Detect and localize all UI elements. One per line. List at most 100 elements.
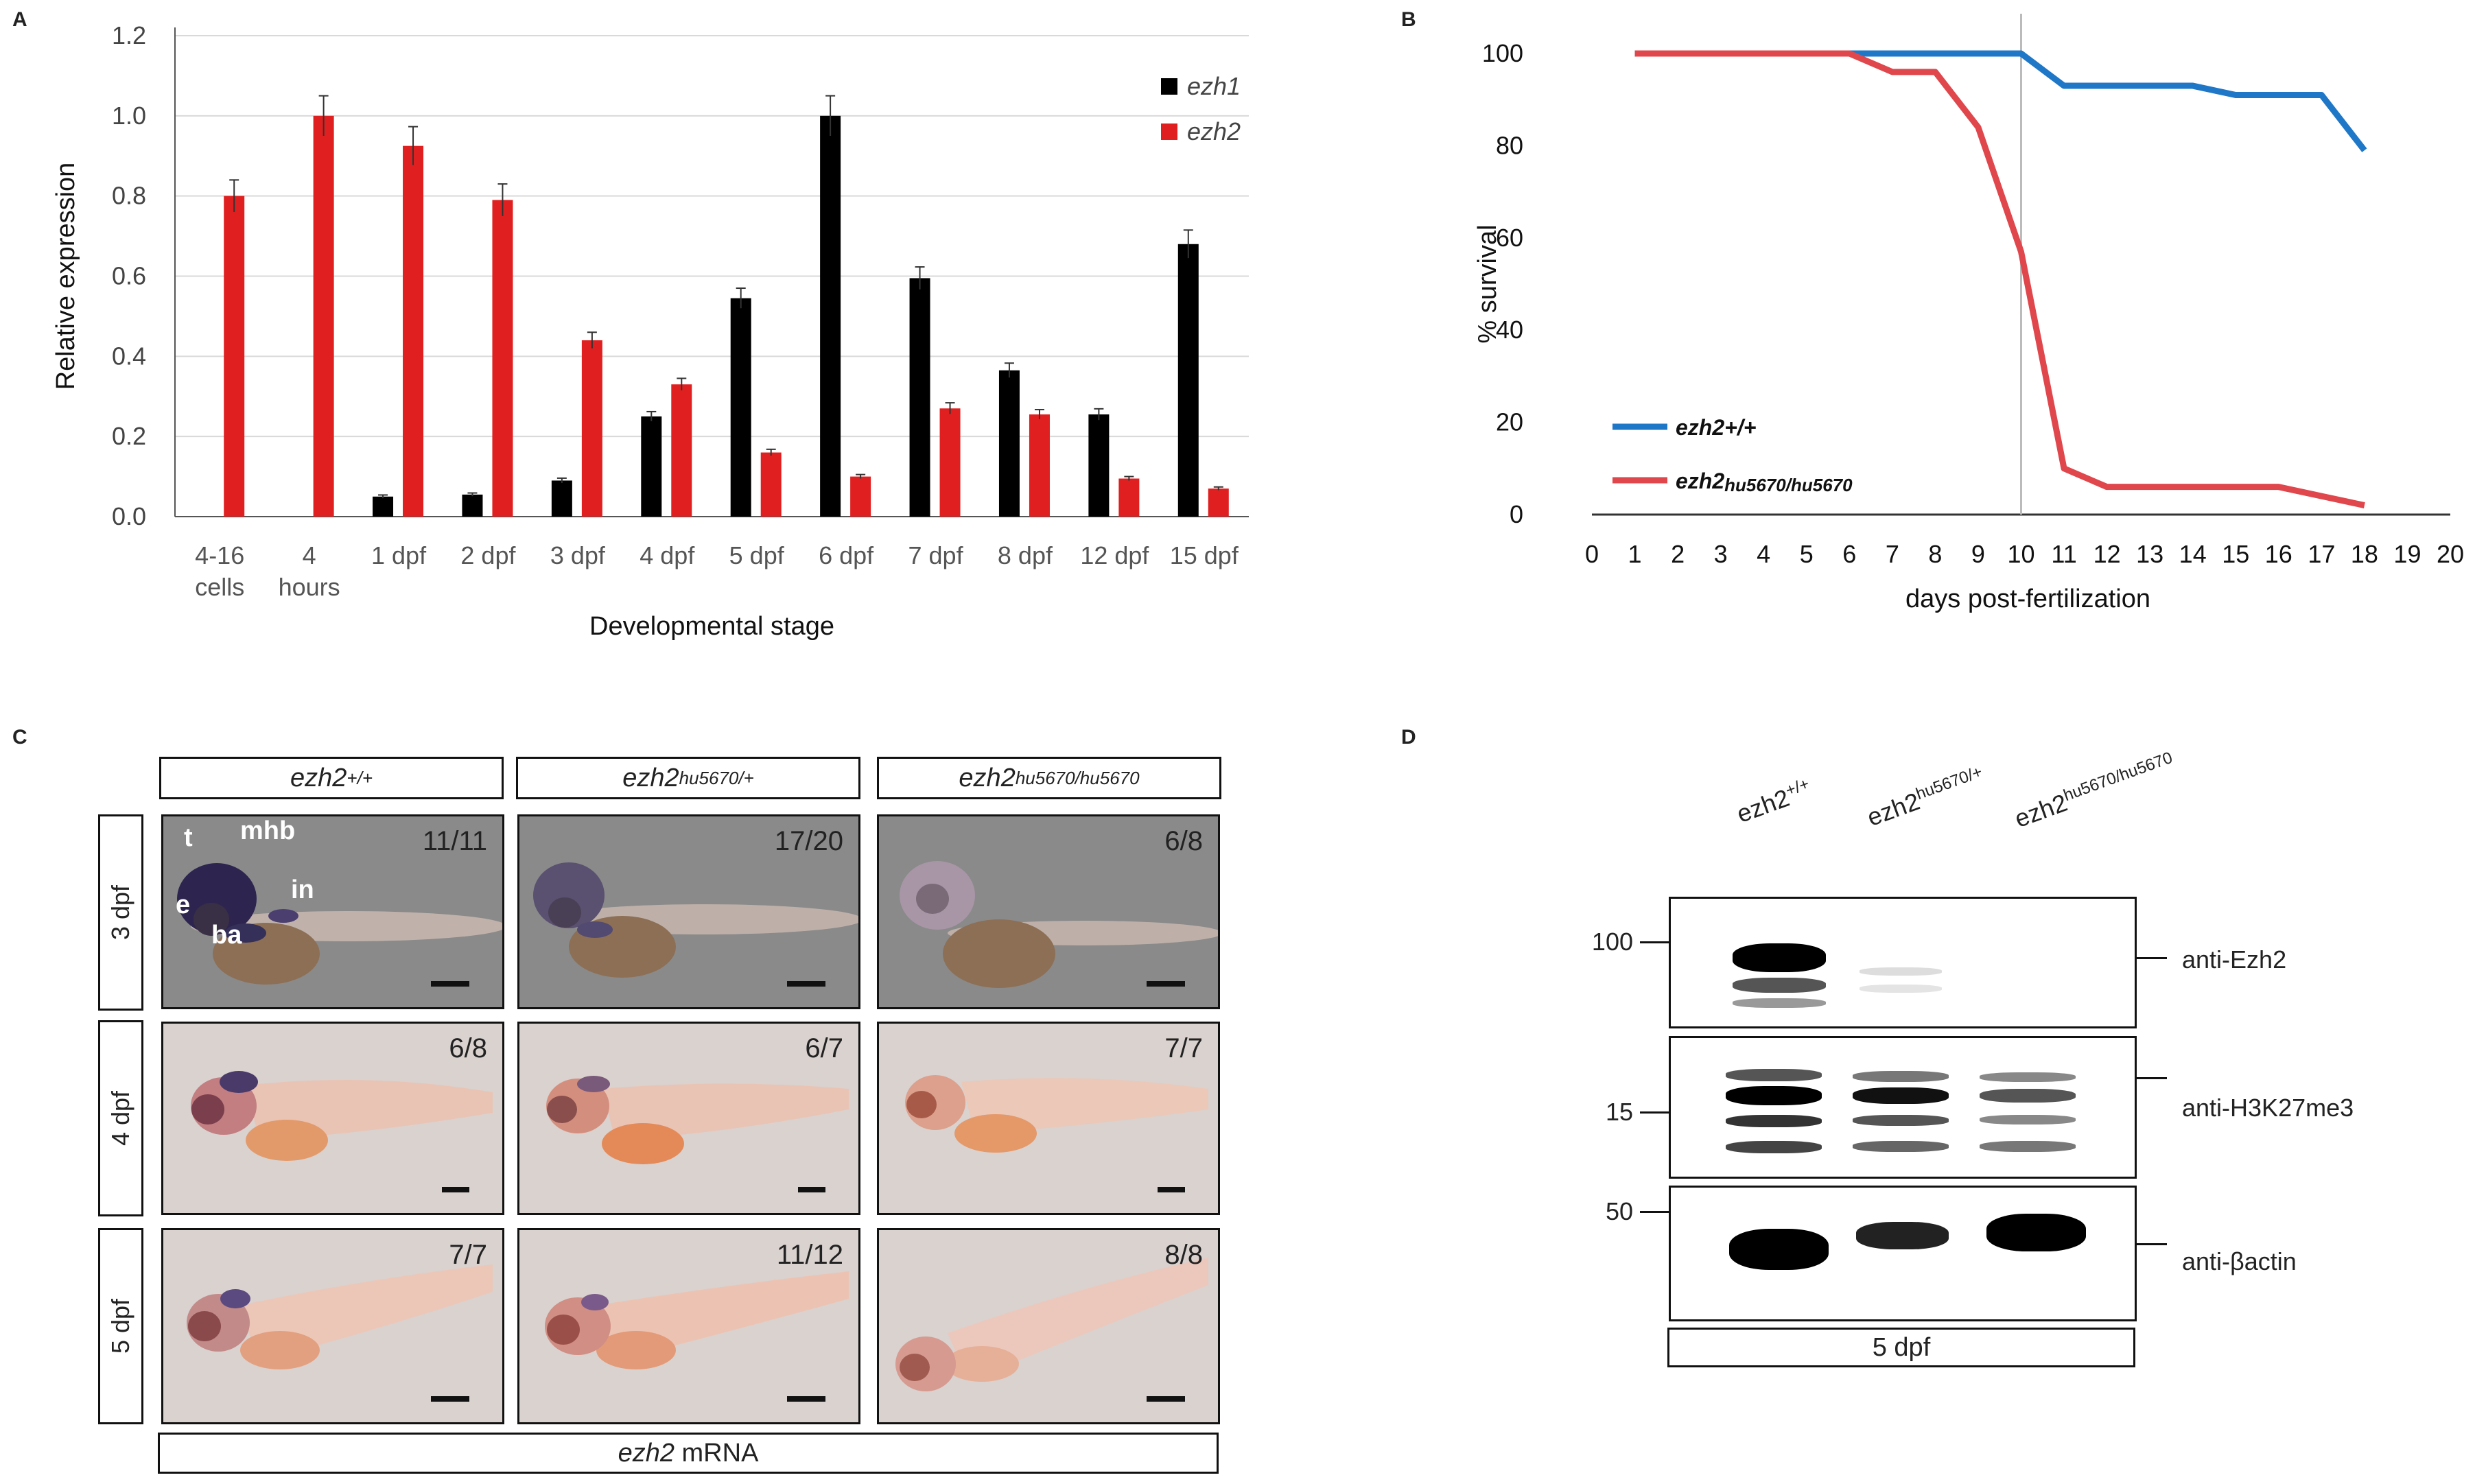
larva-drawing	[546, 1076, 849, 1164]
x-tick-label: 8 dpf	[998, 541, 1053, 569]
scale-bar	[787, 981, 825, 987]
column-header-mut-gene: ezh2	[959, 763, 1016, 792]
bar-ezh2	[760, 452, 782, 517]
legend-label-mut-gene: ezh2	[1676, 469, 1724, 493]
x-tick-label: 5	[1800, 540, 1814, 568]
band	[1853, 1141, 1949, 1152]
lane-label-mut-genotype: hu5670/hu5670	[2061, 748, 2175, 805]
x-axis-title: days post-fertilization	[1905, 585, 2150, 613]
series-line-0	[1634, 50, 2367, 152]
count-mut-4dpf: 7/7	[1164, 1033, 1203, 1063]
bar-ezh2	[581, 340, 602, 517]
x-tick-label: 2 dpf	[460, 541, 516, 569]
y-tick-label: 100	[1482, 39, 1523, 67]
x-tick-label: 13	[2136, 540, 2163, 568]
x-tick-label: 5 dpf	[729, 541, 785, 569]
band	[1980, 1141, 2076, 1152]
x-tick-label: 20	[2437, 540, 2464, 568]
band	[1729, 1229, 1829, 1270]
band	[1726, 1141, 1822, 1153]
bar-ezh2	[492, 200, 513, 517]
blot-footer-5dpf: 5 dpf	[1667, 1328, 2135, 1367]
x-tick-label: 2	[1671, 540, 1685, 568]
y-tick-label: 0.6	[112, 262, 146, 290]
y-tick-label: 1.2	[112, 21, 146, 49]
x-tick-label: 15	[2222, 540, 2249, 568]
band	[1853, 1115, 1949, 1126]
larva-drawing	[177, 863, 502, 985]
footer-rest: mRNA	[674, 1438, 759, 1468]
band	[1860, 967, 1942, 976]
band	[1733, 998, 1826, 1008]
count-wt-3dpf: 11/11	[422, 826, 487, 856]
larva-image-wt-3dpf: t mhb e in ba 11/11	[161, 814, 504, 1009]
band	[1853, 1087, 1949, 1104]
x-tick-label: 1 dpf	[371, 541, 427, 569]
footer-gene: ezh2	[618, 1438, 675, 1468]
antibody-tick	[2135, 1243, 2167, 1245]
x-tick-label: 14	[2179, 540, 2207, 568]
larva-image-mut-4dpf: 7/7	[877, 1022, 1220, 1215]
panel-label-d: D	[1401, 726, 1416, 749]
x-tick-label: 4-16	[195, 541, 244, 569]
annotation-mhb: mhb	[240, 816, 296, 845]
band	[1856, 1222, 1949, 1249]
scale-bar	[787, 1396, 825, 1402]
scale-bar	[1158, 1187, 1185, 1192]
row-header-3dpf: 3 dpf	[98, 814, 143, 1011]
annotation-telencephalon: t	[184, 823, 193, 852]
legend-label-mut: ezh2hu5670/hu5670	[1676, 469, 1853, 495]
column-header-mut-genotype: hu5670/hu5670	[1015, 767, 1140, 788]
x-tick-label: 16	[2265, 540, 2292, 568]
panel-label-c: C	[12, 726, 27, 749]
x-tick-label: 0	[1585, 540, 1599, 568]
lane-label-wt-gene: ezh2	[1733, 783, 1794, 829]
scale-bar	[1147, 1396, 1185, 1402]
bar-ezh1	[1088, 414, 1110, 517]
count-wt-5dpf: 7/7	[449, 1240, 487, 1270]
antibody-label-ezh2: anti-Ezh2	[2182, 945, 2287, 974]
larva-image-mut-5dpf: 8/8	[877, 1228, 1220, 1424]
x-tick-label: hours	[279, 573, 340, 601]
annotation-eye: e	[176, 891, 191, 919]
bar-ezh2	[1029, 414, 1050, 517]
count-mut-5dpf: 8/8	[1164, 1240, 1203, 1270]
bar-ezh2	[850, 476, 871, 517]
band	[1726, 1069, 1822, 1081]
series-line-1	[1634, 50, 2365, 508]
blot-footer-text: 5 dpf	[1872, 1332, 1931, 1362]
legend-swatch-ezh2	[1161, 123, 1177, 140]
legend-label-ezh1: ezh1	[1187, 72, 1241, 100]
y-tick-label: 0.8	[112, 182, 146, 210]
larva-drawing	[545, 1271, 849, 1369]
legend-swatch-ezh1	[1161, 78, 1177, 95]
bar-ezh1	[373, 496, 394, 517]
bar-ezh2	[1118, 478, 1140, 517]
scale-bar	[442, 1187, 469, 1192]
x-axis-title: Developmental stage	[589, 612, 834, 641]
bar-ezh2	[1208, 488, 1229, 517]
bar-ezh2	[313, 115, 334, 517]
band	[1726, 1086, 1822, 1105]
x-tick-label: 17	[2308, 540, 2335, 568]
larva-image-het-4dpf: 6/7	[517, 1022, 860, 1215]
count-het-4dpf: 6/7	[805, 1033, 843, 1063]
larva-image-wt-5dpf: 7/7	[161, 1228, 504, 1424]
bar-ezh2	[224, 196, 245, 517]
x-tick-label: 6 dpf	[819, 541, 874, 569]
larva-image-het-3dpf: 17/20	[517, 814, 860, 1009]
larva-drawing	[533, 862, 858, 978]
mw-marker-100: 100	[1591, 928, 1633, 956]
x-tick-label: 3	[1714, 540, 1728, 568]
band	[1733, 978, 1826, 993]
band	[1726, 1115, 1822, 1127]
legend-label-ezh2: ezh2	[1187, 117, 1241, 145]
bar-ezh1	[462, 494, 483, 517]
row-header-4dpf: 4 dpf	[98, 1020, 143, 1216]
bar-ezh1	[551, 480, 572, 517]
column-header-wt-genotype: +/+	[347, 767, 373, 788]
legend-label-mut-genotype: hu5670/hu5670	[1724, 475, 1853, 495]
count-het-3dpf: 17/20	[774, 826, 843, 856]
x-tick-label: 4	[303, 541, 316, 569]
row-header-5dpf: 5 dpf	[98, 1228, 143, 1424]
